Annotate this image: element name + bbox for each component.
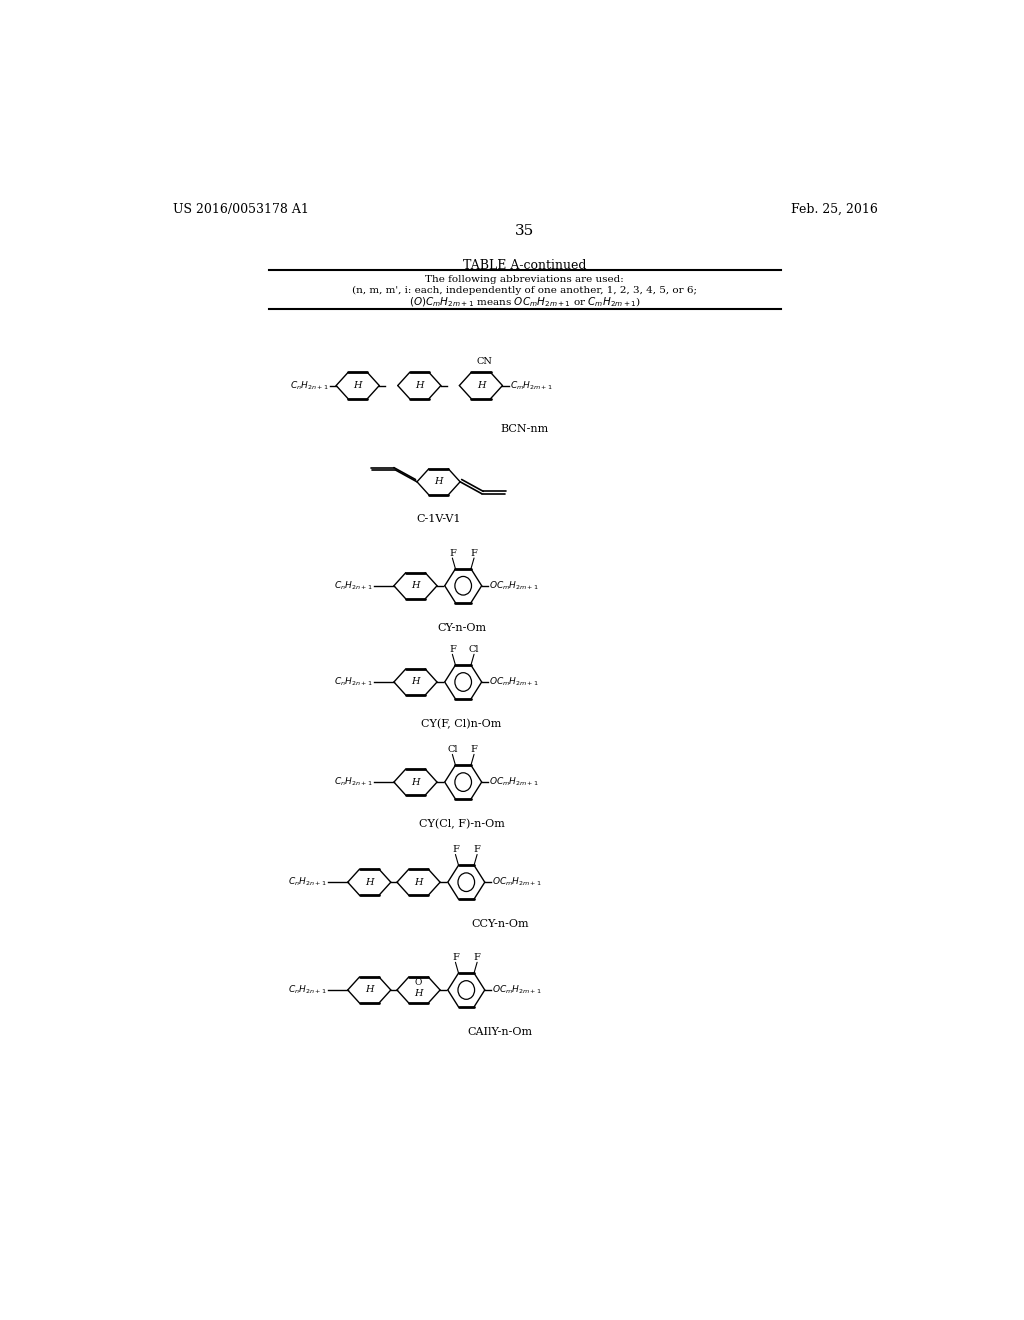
Text: CY(Cl, F)-n-Om: CY(Cl, F)-n-Om (419, 818, 505, 829)
Text: BCN-nm: BCN-nm (501, 424, 549, 434)
Text: F: F (452, 846, 459, 854)
Text: $C_nH_{2n+1}$: $C_nH_{2n+1}$ (334, 579, 373, 591)
Text: H: H (476, 381, 485, 389)
Text: F: F (449, 645, 456, 655)
Text: H: H (365, 878, 374, 887)
Text: $C_mH_{2m+1}$: $C_mH_{2m+1}$ (510, 379, 553, 392)
Text: CY-n-Om: CY-n-Om (437, 623, 486, 634)
Text: H: H (415, 878, 423, 887)
Text: H: H (415, 990, 423, 998)
Text: $C_nH_{2n+1}$: $C_nH_{2n+1}$ (288, 876, 326, 888)
Text: TABLE A-continued: TABLE A-continued (463, 259, 587, 272)
Text: $OC_mH_{2m+1}$: $OC_mH_{2m+1}$ (489, 579, 540, 591)
Text: CN: CN (477, 358, 493, 367)
Text: Cl: Cl (447, 746, 458, 755)
Text: H: H (434, 478, 442, 486)
Text: F: F (474, 846, 480, 854)
Text: $OC_mH_{2m+1}$: $OC_mH_{2m+1}$ (489, 676, 540, 688)
Text: CCY-n-Om: CCY-n-Om (471, 919, 529, 929)
Text: H: H (365, 986, 374, 994)
Text: H: H (353, 381, 361, 389)
Text: $C_nH_{2n+1}$: $C_nH_{2n+1}$ (288, 983, 326, 997)
Text: F: F (474, 953, 480, 962)
Text: $OC_mH_{2m+1}$: $OC_mH_{2m+1}$ (493, 983, 543, 997)
Text: C-1V-V1: C-1V-V1 (417, 515, 461, 524)
Text: The following abbreviations are used:: The following abbreviations are used: (425, 276, 625, 284)
Text: 35: 35 (515, 224, 535, 238)
Text: CY(F, Cl)n-Om: CY(F, Cl)n-Om (422, 719, 502, 730)
Text: F: F (449, 549, 456, 558)
Text: O: O (415, 978, 422, 987)
Text: H: H (412, 581, 420, 590)
Text: F: F (452, 953, 459, 962)
Text: CAIlY-n-Om: CAIlY-n-Om (468, 1027, 532, 1038)
Text: $C_nH_{2n+1}$: $C_nH_{2n+1}$ (334, 776, 373, 788)
Text: Cl: Cl (469, 645, 479, 655)
Text: H: H (412, 677, 420, 686)
Text: $OC_mH_{2m+1}$: $OC_mH_{2m+1}$ (493, 876, 543, 888)
Text: $C_nH_{2n+1}$: $C_nH_{2n+1}$ (290, 379, 329, 392)
Text: (n, m, m', i: each, independently of one another, 1, 2, 3, 4, 5, or 6;: (n, m, m', i: each, independently of one… (352, 285, 697, 294)
Text: H: H (412, 777, 420, 787)
Text: US 2016/0053178 A1: US 2016/0053178 A1 (173, 203, 309, 216)
Text: F: F (471, 549, 477, 558)
Text: H: H (415, 381, 424, 389)
Text: $OC_mH_{2m+1}$: $OC_mH_{2m+1}$ (489, 776, 540, 788)
Text: Feb. 25, 2016: Feb. 25, 2016 (791, 203, 878, 216)
Text: F: F (471, 746, 477, 755)
Text: $(O)C_mH_{2m+1}$ means $OC_mH_{2m+1}$ or $C_mH_{2m+1}$): $(O)C_mH_{2m+1}$ means $OC_mH_{2m+1}$ or… (409, 296, 641, 309)
Text: $C_nH_{2n+1}$: $C_nH_{2n+1}$ (334, 676, 373, 688)
